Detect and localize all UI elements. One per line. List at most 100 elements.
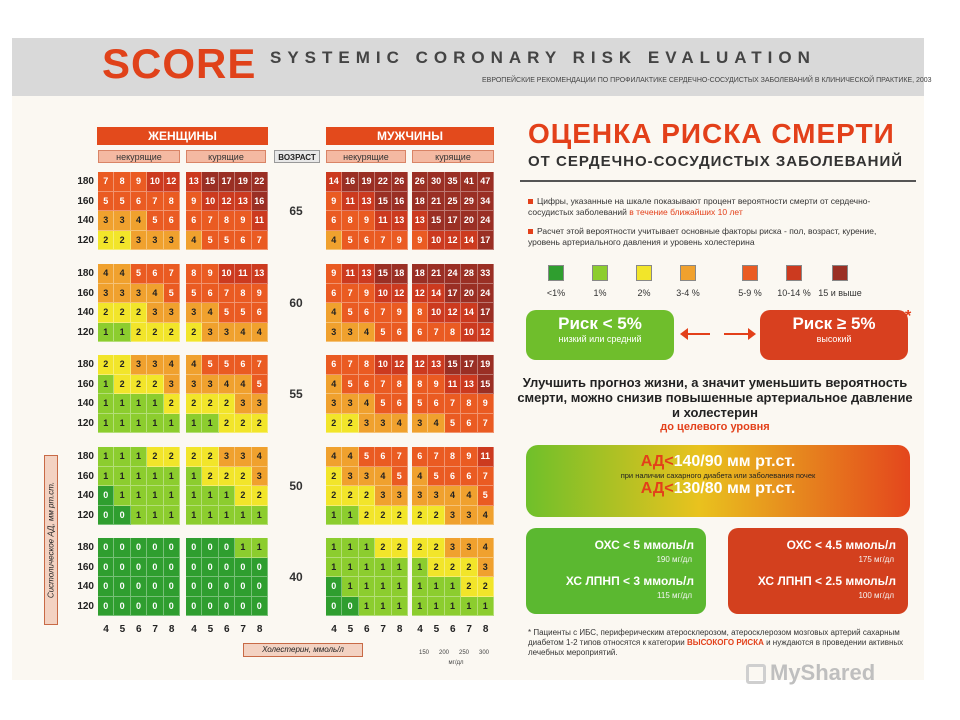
risk-cell: 47 xyxy=(477,172,494,192)
risk-cell: 1 xyxy=(114,394,131,414)
risk-cell: 1 xyxy=(114,486,131,506)
arrow-left-icon xyxy=(680,328,688,340)
risk-cell: 2 xyxy=(202,447,219,467)
legend-label: <1% xyxy=(546,288,566,298)
risk-cell: 2 xyxy=(218,413,236,433)
risk-cell: 1 xyxy=(326,538,343,558)
risk-cell: 9 xyxy=(326,191,343,211)
x-axis-label: Холестерин, ммоль/л xyxy=(243,643,363,657)
risk-cell: 18 xyxy=(412,191,429,211)
pressure-label: 160 xyxy=(77,287,94,299)
risk-cell: 13 xyxy=(358,191,376,211)
risk-cell: 10 xyxy=(428,303,445,323)
risk-cell: 5 xyxy=(130,264,148,284)
risk-cell: 1 xyxy=(412,557,429,577)
risk-cell: 19 xyxy=(235,172,252,192)
risk-cell: 1 xyxy=(98,374,115,394)
risk-cell: 3 xyxy=(114,283,131,303)
risk-cell: 13 xyxy=(412,211,429,231)
legend-swatch xyxy=(786,265,802,281)
risk-cell: 5 xyxy=(444,413,462,433)
risk-cell: 7 xyxy=(375,303,392,323)
risk-cell: 1 xyxy=(326,505,343,525)
pressure-label: 120 xyxy=(77,600,94,612)
risk-cell: 4 xyxy=(461,486,478,506)
pressure-label: 180 xyxy=(77,451,94,462)
risk-cell: 5 xyxy=(412,394,429,414)
risk-cell: 6 xyxy=(235,355,252,375)
risk-cell: 6 xyxy=(326,355,343,375)
legend-swatch xyxy=(636,265,652,281)
legend-label: 5-9 % xyxy=(738,288,762,298)
footnote: * Пациенты с ИБС, периферическим атероск… xyxy=(528,628,904,657)
bp-target-diabetes: АД<130/80 мм рт.ст. xyxy=(640,480,796,497)
risk-cell: 1 xyxy=(98,322,115,342)
risk-cell: 1 xyxy=(428,596,445,616)
pressure-label: 120 xyxy=(77,509,94,521)
risk-grid-men_s-60: 18 21 24 28 33 12 14 17 20 24 8 10 12 14 17 6 7 8 10 12 xyxy=(412,264,494,342)
risk-cell: 6 xyxy=(391,394,408,414)
pressure-label: 180 xyxy=(77,268,94,279)
cholesterol-tick: 5 xyxy=(347,624,354,635)
risk-cell: 7 xyxy=(428,447,445,467)
risk-cell: 1 xyxy=(186,413,203,433)
risk-cell: 14 xyxy=(461,230,478,250)
risk-grid-men_s-55: 12 13 15 17 19 8 9 11 13 15 5 6 7 8 9 3 4 5 6 7 xyxy=(412,355,494,433)
risk-cell: 5 xyxy=(218,355,236,375)
legend-label: 3-4 % xyxy=(676,288,700,298)
cholesterol-tick: 5 xyxy=(119,624,126,635)
risk-cell: 11 xyxy=(251,211,268,231)
y-axis-label: Систолическое АД, мм рт.ст. xyxy=(44,455,58,625)
pressure-label: 120 xyxy=(77,326,94,338)
risk-cell: 8 xyxy=(412,303,429,323)
risk-cell: 3 xyxy=(163,303,180,323)
risk-cell: 1 xyxy=(358,557,376,577)
risk-cell: 6 xyxy=(358,230,376,250)
risk-cell: 0 xyxy=(218,577,236,597)
risk-cell: 3 xyxy=(375,486,392,506)
blood-pressure-target: АД<140/90 мм рт.ст. при наличии сахарног… xyxy=(526,445,910,517)
risk-cell: 5 xyxy=(251,374,268,394)
risk-grid-men_ns-55: 6 7 8 10 12 4 5 6 7 8 3 3 4 5 6 2 2 3 3 4 xyxy=(326,355,408,433)
risk-cell: 5 xyxy=(114,191,131,211)
cholesterol-tick: 8 xyxy=(168,624,175,635)
risk-cell: 0 xyxy=(202,577,219,597)
risk-cell: 1 xyxy=(147,466,164,486)
bp-target-note: при наличии сахарного диабета или заболе… xyxy=(620,471,816,480)
risk-cell: 0 xyxy=(163,577,180,597)
risk-cell: 7 xyxy=(428,322,445,342)
risk-cell: 0 xyxy=(98,538,115,558)
risk-cell: 1 xyxy=(391,596,408,616)
high-risk-badge: Риск ≥ 5% высокий xyxy=(760,310,908,360)
risk-cell: 8 xyxy=(235,283,252,303)
risk-cell: 13 xyxy=(358,264,376,284)
risk-cell: 17 xyxy=(461,355,478,375)
risk-cell: 9 xyxy=(251,283,268,303)
cholesterol-tick: 5 xyxy=(433,624,440,635)
risk-cell: 9 xyxy=(412,230,429,250)
risk-cell: 10 xyxy=(202,191,219,211)
pressure-label: 180 xyxy=(77,359,94,370)
risk-cell: 4 xyxy=(477,538,494,558)
risk-cell: 2 xyxy=(98,303,115,323)
risk-cell: 5 xyxy=(202,230,219,250)
risk-cell: 24 xyxy=(444,264,462,284)
legend-swatch xyxy=(680,265,696,281)
risk-cell: 1 xyxy=(186,486,203,506)
risk-cell: 3 xyxy=(251,394,268,414)
risk-cell: 14 xyxy=(326,172,343,192)
risk-cell: 0 xyxy=(114,557,131,577)
risk-cell: 1 xyxy=(375,577,392,597)
risk-cell: 3 xyxy=(147,355,164,375)
risk-cell: 1 xyxy=(98,466,115,486)
risk-cell: 9 xyxy=(358,283,376,303)
risk-cell: 25 xyxy=(444,191,462,211)
risk-cell: 10 xyxy=(147,172,164,192)
risk-cell: 4 xyxy=(326,303,343,323)
women-header: ЖЕНЩИНЫ xyxy=(97,127,268,145)
mgdl-unit: мг/дл xyxy=(448,660,464,666)
risk-cell: 1 xyxy=(147,486,164,506)
risk-cell: 2 xyxy=(114,303,131,323)
